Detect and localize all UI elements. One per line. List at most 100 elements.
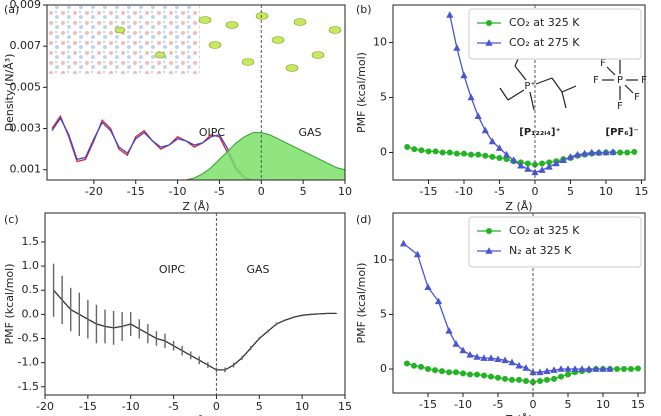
x-axis-label: Z (Å) xyxy=(505,413,532,416)
legend-box xyxy=(468,216,642,268)
point xyxy=(585,365,593,372)
y-tick-label: 0.001 xyxy=(10,163,42,176)
point xyxy=(404,360,410,367)
x-tick-label: 15 xyxy=(631,398,645,411)
structure-label: [PF₆]⁻ xyxy=(606,127,639,138)
point xyxy=(439,368,445,375)
point xyxy=(411,362,417,369)
point xyxy=(631,148,638,155)
point xyxy=(473,353,481,360)
point xyxy=(495,374,501,381)
point xyxy=(595,148,603,156)
point xyxy=(481,372,487,379)
point xyxy=(487,354,495,361)
y-tick-label: 0 xyxy=(380,145,387,158)
point xyxy=(434,297,443,305)
atom-label: F xyxy=(600,58,606,69)
y-axis-label: PMF (kcal/mol) xyxy=(355,52,368,133)
line xyxy=(51,116,254,180)
point xyxy=(581,149,589,157)
point xyxy=(522,364,530,371)
point xyxy=(503,156,510,163)
x-tick-label: 0 xyxy=(530,398,537,411)
atom-label: F xyxy=(617,101,623,112)
point xyxy=(468,151,475,158)
point xyxy=(432,367,438,374)
x-tick-label: 15 xyxy=(338,400,352,413)
point xyxy=(552,159,560,167)
plot-frame xyxy=(46,4,346,181)
point xyxy=(524,165,532,172)
y-axis-label: PMF (kcal/mol) xyxy=(355,263,368,344)
point xyxy=(488,137,496,145)
y-tick-label: 0 xyxy=(380,362,387,375)
point xyxy=(614,366,620,372)
x-tick-label: 0 xyxy=(531,185,538,198)
legend-label: CO₂ at 325 K xyxy=(509,16,580,29)
point xyxy=(529,368,537,376)
point xyxy=(425,366,431,372)
anion-structure: P F F F F F F [PF₆]⁻ xyxy=(593,49,647,138)
plot-frame xyxy=(392,4,646,181)
point xyxy=(413,250,422,258)
point xyxy=(399,239,408,247)
point xyxy=(624,149,631,156)
y-tick-label: 0.009 xyxy=(10,0,42,11)
point xyxy=(480,354,488,361)
point xyxy=(489,153,496,160)
point xyxy=(599,365,607,372)
point xyxy=(508,358,516,366)
y-tick-label: -1.5 xyxy=(18,380,39,393)
point xyxy=(523,378,529,384)
x-tick-label: -15 xyxy=(419,398,437,411)
annotation: OIPC xyxy=(159,263,186,276)
panel-label: (d) xyxy=(356,213,372,226)
snapshot xyxy=(48,6,342,74)
x-tick-label: 5 xyxy=(300,185,307,198)
plot-area xyxy=(399,239,641,386)
x-tick-label: 5 xyxy=(256,400,263,413)
point xyxy=(571,365,579,372)
point xyxy=(418,147,425,154)
x-tick-label: 10 xyxy=(338,185,352,198)
point xyxy=(545,162,553,170)
point xyxy=(588,148,596,156)
plot-frame xyxy=(392,212,646,394)
point xyxy=(439,149,446,156)
point xyxy=(474,371,480,378)
point xyxy=(515,361,523,369)
x-tick-label: -15 xyxy=(420,185,438,198)
point xyxy=(635,365,641,372)
x-tick-label: 10 xyxy=(596,398,610,411)
y-axis-label: Density (N/Å³) xyxy=(3,54,16,132)
x-tick-label: 5 xyxy=(567,185,574,198)
atom-label: F xyxy=(641,75,647,86)
point xyxy=(537,378,543,384)
point xyxy=(539,160,546,167)
y-tick-label: 5 xyxy=(380,90,387,103)
line xyxy=(53,289,337,371)
atom-label: P⁺ xyxy=(524,81,535,92)
atom-label: F xyxy=(593,75,599,86)
legend-marker xyxy=(486,228,492,234)
point xyxy=(538,166,546,173)
point xyxy=(536,368,544,376)
point xyxy=(404,143,411,150)
panel-label: (b) xyxy=(356,3,372,16)
point xyxy=(550,366,558,373)
line xyxy=(403,242,610,373)
y-tick-label: -1.0 xyxy=(18,356,39,369)
point xyxy=(564,365,572,372)
point xyxy=(475,151,482,158)
x-tick-label: 10 xyxy=(295,400,309,413)
y-tick-label: 0.0 xyxy=(22,307,40,320)
legend-marker xyxy=(485,39,493,46)
point xyxy=(565,371,571,378)
y-tick-label: 10 xyxy=(373,253,387,266)
legend-label: N₂ at 325 K xyxy=(509,244,572,257)
x-tick-label: -20 xyxy=(36,400,54,413)
y-tick-label: 0.003 xyxy=(10,122,42,135)
y-tick-label: 0.007 xyxy=(10,39,42,52)
point xyxy=(543,367,551,374)
x-tick-label: -5 xyxy=(168,400,179,413)
